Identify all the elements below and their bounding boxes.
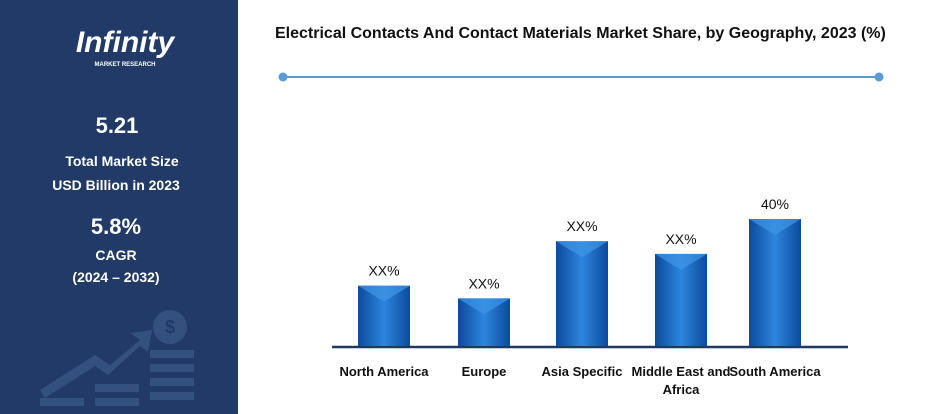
sidebar-icon [40,310,194,406]
bar-top [749,219,801,235]
value-label: XX% [368,263,399,279]
rule-dot [278,72,288,82]
cagr: 5.8% [91,214,141,239]
sidebar [0,0,238,414]
market-size-label: USD Billion in 2023 [52,177,180,193]
chart-title: Electrical Contacts And Contact Material… [275,25,886,42]
dollar-sign: $ [165,317,175,337]
value-label: XX% [468,275,499,291]
bar [556,241,608,346]
x-tick-label: South America [729,364,821,379]
x-tick-label: Middle East and Africa [631,364,731,397]
x-tick-label: Asia Specific [541,364,623,379]
market-size-label: Total Market Size [65,153,179,169]
x-tick-label: Europe [461,364,507,379]
market-size: 5.21 [96,113,139,138]
value-label: XX% [566,218,597,234]
bar [749,219,801,346]
cagr-period: (2024 – 2032) [72,269,159,285]
value-label: 40% [761,196,789,212]
rule-dot [874,72,884,82]
bar-top [358,285,410,302]
logo: Infinity [76,26,176,59]
bar-top [556,241,608,258]
bar-top [655,253,707,270]
value-label: XX% [665,231,696,247]
x-tick-label: North America [339,364,429,379]
logo-tagline: MARKET RESEARCH [94,62,155,68]
bar-top [458,298,510,315]
cagr-label: CAGR [95,247,136,263]
